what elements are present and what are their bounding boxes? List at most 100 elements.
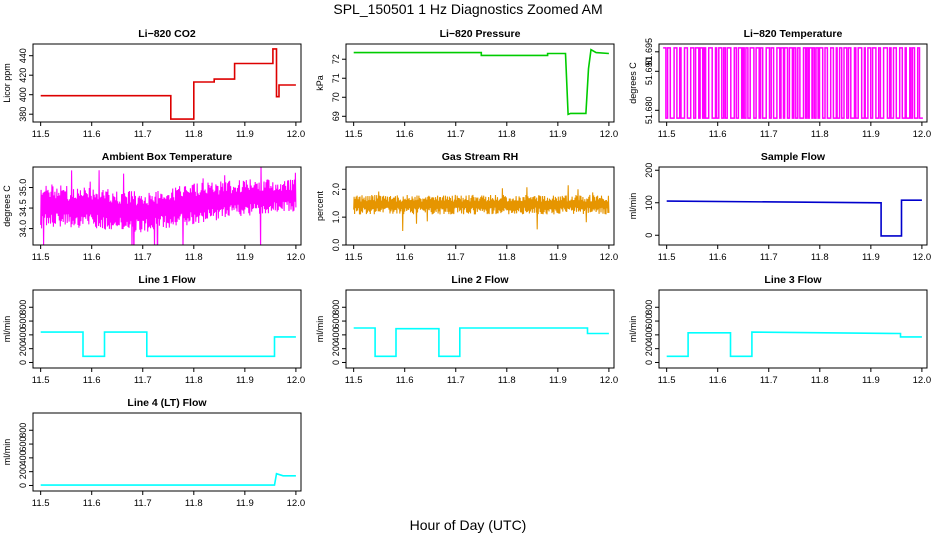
x-tick-label: 11.8 [811,252,829,263]
x-tick-label: 11.7 [447,252,465,263]
y-tick-label: 200 [644,163,654,178]
y-tick-label: 70 [331,92,341,102]
data-series [40,167,297,245]
data-series [40,48,296,120]
x-tick-label: 11.8 [185,375,203,386]
panel-line2: Line 2 Flow ml/min 11.5 11.6 11.7 11.8 11.9 12.… [315,274,618,386]
y-tick-label: 600 [18,314,28,329]
x-tick-label: 11.6 [396,375,414,386]
panel-title: Gas Stream RH [442,151,518,163]
x-axis-label: Hour of Day (UTC) [409,517,527,533]
x-tick-label: 11.7 [447,129,465,140]
x-tick-label: 12.0 [600,252,619,263]
panel-title: Line 4 (LT) Flow [127,397,207,409]
x-tick-label: 11.5 [658,375,676,386]
y-tick-label: 72 [331,54,341,64]
data-series [353,327,609,358]
plot-frame [32,412,302,492]
y-tick-label: 200 [644,341,654,356]
y-axis-label: ml/min [628,316,638,343]
x-tick-label: 12.0 [287,498,306,509]
y-tick-label: 420 [18,68,28,83]
y-axis-label: ml/min [315,316,325,343]
y-tick-label: 800 [331,300,341,315]
x-tick-label: 11.6 [83,375,101,386]
y-axis-label: ml/min [628,193,638,220]
y-tick-label: 0 [331,360,341,365]
x-tick-label: 11.8 [185,129,203,140]
y-tick-label: 34.5 [18,199,28,217]
x-tick-label: 11.5 [658,129,676,140]
x-tick-label: 12.0 [287,252,306,263]
x-tick-label: 11.7 [760,129,778,140]
x-tick-label: 11.6 [83,129,101,140]
x-tick-label: 11.8 [498,252,516,263]
x-tick-label: 11.9 [549,375,567,386]
y-tick-label: 200 [18,464,28,479]
plot-frame [32,43,302,123]
x-tick-label: 11.5 [345,252,363,263]
y-tick-label: 800 [18,423,28,438]
y-tick-label: 800 [18,300,28,315]
x-tick-label: 11.5 [32,129,50,140]
x-tick-label: 11.8 [811,129,829,140]
panel-title: Line 2 Flow [451,274,509,286]
y-tick-label: 51.690 [644,58,654,86]
plot-frame [345,289,615,369]
y-tick-label: 380 [18,107,28,122]
x-tick-label: 11.6 [709,375,727,386]
y-tick-label: 800 [644,300,654,315]
panel-sample-flow: Sample Flow ml/min 11.5 11.6 11.7 11.8 11.9 12.… [628,151,931,263]
plot-area [40,48,296,120]
panel-title: Li−820 Temperature [744,28,843,40]
x-tick-label: 11.5 [32,252,50,263]
y-tick-label: 51.680 [644,97,654,125]
plot-area [666,331,922,358]
y-axis-label: ml/min [2,316,12,343]
x-tick-label: 11.7 [134,129,152,140]
x-tick-label: 11.9 [862,252,880,263]
x-tick-label: 11.6 [396,129,414,140]
x-tick-label: 11.6 [709,129,727,140]
y-axis-label: degrees C [2,185,12,227]
y-tick-label: 400 [644,327,654,342]
panel-title: Ambient Box Temperature [102,151,233,163]
y-tick-label: 0.0 [331,239,341,252]
panel-rh: Gas Stream RH percent 11.5 11.6 11.7 11.8 11.9… [315,151,618,263]
x-tick-label: 12.0 [913,375,932,386]
y-tick-label: 200 [18,341,28,356]
y-tick-label: 69 [331,111,341,121]
data-series [663,47,923,119]
x-tick-label: 11.6 [709,252,727,263]
data-series [666,199,922,237]
plot-area [353,185,610,232]
x-tick-label: 11.7 [134,375,152,386]
panel-box-temp: Ambient Box Temperature degrees C 11.5 11.6… [2,151,306,263]
x-tick-label: 12.0 [287,375,306,386]
plot-frame [658,166,928,246]
y-tick-label: 400 [18,327,28,342]
plot-area [40,167,297,245]
x-tick-label: 12.0 [287,129,306,140]
x-tick-label: 11.8 [185,252,203,263]
x-tick-label: 11.5 [345,129,363,140]
y-axis-label: percent [315,190,325,221]
x-tick-label: 11.9 [236,498,254,509]
panel-line1: Line 1 Flow ml/min 11.5 11.6 11.7 11.8 11.9 12.… [2,274,305,386]
plot-area [666,199,922,237]
plot-frame [32,166,302,246]
plot-frame [345,166,615,246]
y-tick-label: 71 [331,73,341,83]
y-tick-label: 34.0 [18,220,28,238]
panel-licor-temp: Li−820 Temperature degrees C 11.5 11.6 11.7 1… [628,28,931,140]
y-tick-label: 200 [331,341,341,356]
plot-frame [32,289,302,369]
y-tick-label: 51.695 [644,38,654,66]
x-tick-label: 11.5 [345,375,363,386]
y-axis-label: kPa [315,75,325,91]
x-tick-label: 12.0 [913,129,932,140]
x-tick-label: 12.0 [913,252,932,263]
y-tick-label: 440 [18,48,28,63]
y-tick-label: 0 [644,360,654,365]
x-tick-label: 11.8 [498,129,516,140]
